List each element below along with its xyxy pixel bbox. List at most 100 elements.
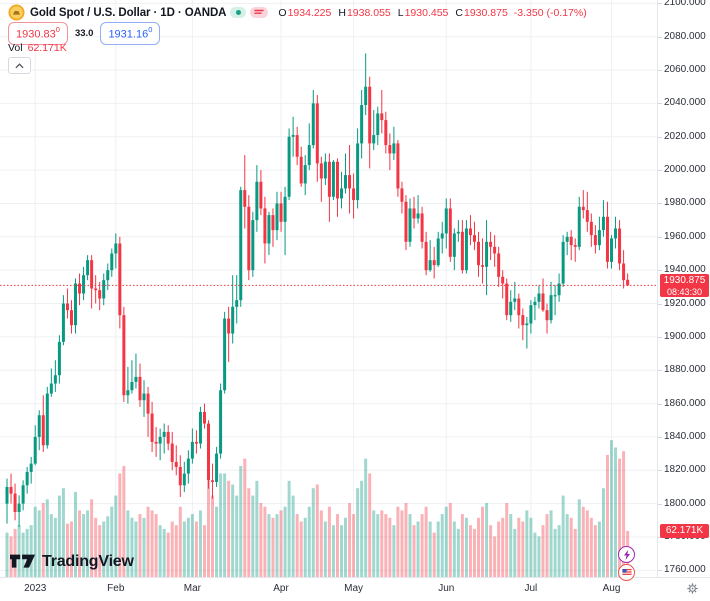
candle-body [13, 493, 17, 512]
candle-body [303, 165, 307, 184]
open-label: O [278, 6, 287, 19]
volume-bar [436, 521, 440, 577]
volume-bar [41, 503, 45, 577]
market-open-pill[interactable] [230, 7, 247, 18]
volume-bar [400, 510, 404, 577]
candle-body [605, 216, 609, 262]
volume-bar [90, 499, 94, 577]
candle-body [5, 486, 9, 504]
volume-bar [464, 517, 468, 577]
candle-body [601, 216, 605, 231]
volume-bar [198, 510, 202, 577]
volume-bar [150, 510, 154, 577]
volume-bar [505, 503, 509, 577]
sell-button[interactable]: 1930.830 [8, 22, 68, 45]
candle-body [138, 376, 142, 401]
candle-body [545, 310, 549, 321]
candle-body [94, 288, 98, 291]
gear-icon[interactable] [686, 582, 699, 595]
time-tick-label: Feb [107, 583, 125, 594]
gold-coin-icon[interactable] [8, 4, 25, 21]
volume-bar [537, 536, 541, 577]
price-tick-mark [658, 36, 662, 38]
candle-body [271, 215, 275, 231]
volume-bar [408, 514, 412, 577]
candle-body [25, 471, 29, 486]
ask-pip: 0 [148, 25, 153, 34]
volume-bar [364, 458, 368, 577]
grid-lines [0, 0, 657, 577]
volume-bar [517, 517, 521, 577]
candle-body [614, 228, 618, 239]
price-tick-label: 2080.000 [664, 30, 706, 42]
volume-bar [307, 506, 311, 577]
candle-body [275, 203, 279, 231]
boost-button[interactable] [618, 546, 635, 563]
candle-body [493, 246, 497, 254]
candle-body [146, 393, 150, 414]
volume-bar [384, 514, 388, 577]
candle-body [593, 235, 597, 246]
candle-body [376, 113, 380, 136]
candle-body [186, 458, 190, 474]
minds-pill[interactable] [250, 7, 269, 18]
candle-body [581, 206, 585, 211]
candle-body [126, 390, 130, 396]
candle-body [227, 318, 231, 334]
candle-body [178, 466, 182, 486]
volume-bar [380, 510, 384, 577]
time-axis[interactable]: 2023 Feb Mar Apr May Jun Jul Aug [0, 577, 710, 601]
volume-bar [557, 525, 561, 577]
price-tick-label: 1820.000 [664, 464, 706, 476]
candle-body [344, 175, 348, 189]
volume-bar [404, 503, 408, 577]
buy-button[interactable]: 1931.160 [100, 22, 161, 45]
volume-bar [327, 506, 331, 577]
volume-bar [593, 525, 597, 577]
candle-body [589, 221, 593, 236]
candle-body [295, 135, 299, 157]
volume-bar [440, 514, 444, 577]
tradingview-logo[interactable]: TradingView [10, 552, 134, 572]
candle-body [239, 190, 243, 301]
volume-bar [460, 514, 464, 577]
volume-bar [295, 514, 299, 577]
volume-bar [190, 514, 194, 577]
price-tick-mark [658, 403, 662, 405]
symbol-title[interactable]: Gold Spot / U.S. Dollar · 1D · OANDA [30, 6, 227, 19]
candle-body [460, 231, 464, 271]
candle-body [364, 86, 368, 106]
candlestick-chart[interactable] [0, 0, 657, 577]
volume-bar [247, 488, 251, 577]
volume-bar [339, 525, 343, 577]
price-tick-mark [658, 303, 662, 305]
pane-collapse-button[interactable] [8, 57, 31, 74]
price-tick-label: 1900.000 [664, 330, 706, 342]
candle-body [380, 113, 384, 121]
volume-bar [392, 525, 396, 577]
candle-body [182, 473, 186, 486]
price-tick-mark [658, 270, 662, 272]
price-axis[interactable]: 1930.875 08:43:30 62.171K 2100.000 2080.0… [657, 0, 710, 577]
volume-bar [78, 510, 82, 577]
volume-bar [360, 480, 364, 577]
candle-body [597, 230, 601, 246]
volume-bar [303, 517, 307, 577]
candle-body [388, 145, 392, 154]
candle-body [392, 143, 396, 154]
candle-body [291, 135, 295, 137]
volume-bar [134, 521, 138, 577]
time-tick-label: Aug [602, 583, 621, 594]
candle-body [565, 236, 569, 242]
time-tick-label: Apr [273, 583, 289, 594]
candle-body [549, 295, 553, 321]
volume-bar [525, 510, 529, 577]
events-button[interactable] [618, 564, 635, 581]
price-tick-label: 1920.000 [664, 297, 706, 309]
symbol-header: Gold Spot / U.S. Dollar · 1D · OANDA O 19… [8, 4, 587, 21]
candle-body [194, 441, 198, 444]
candle-body [150, 413, 154, 442]
candle-body [267, 215, 271, 244]
candle-body [215, 453, 219, 482]
volume-bar [94, 517, 98, 577]
